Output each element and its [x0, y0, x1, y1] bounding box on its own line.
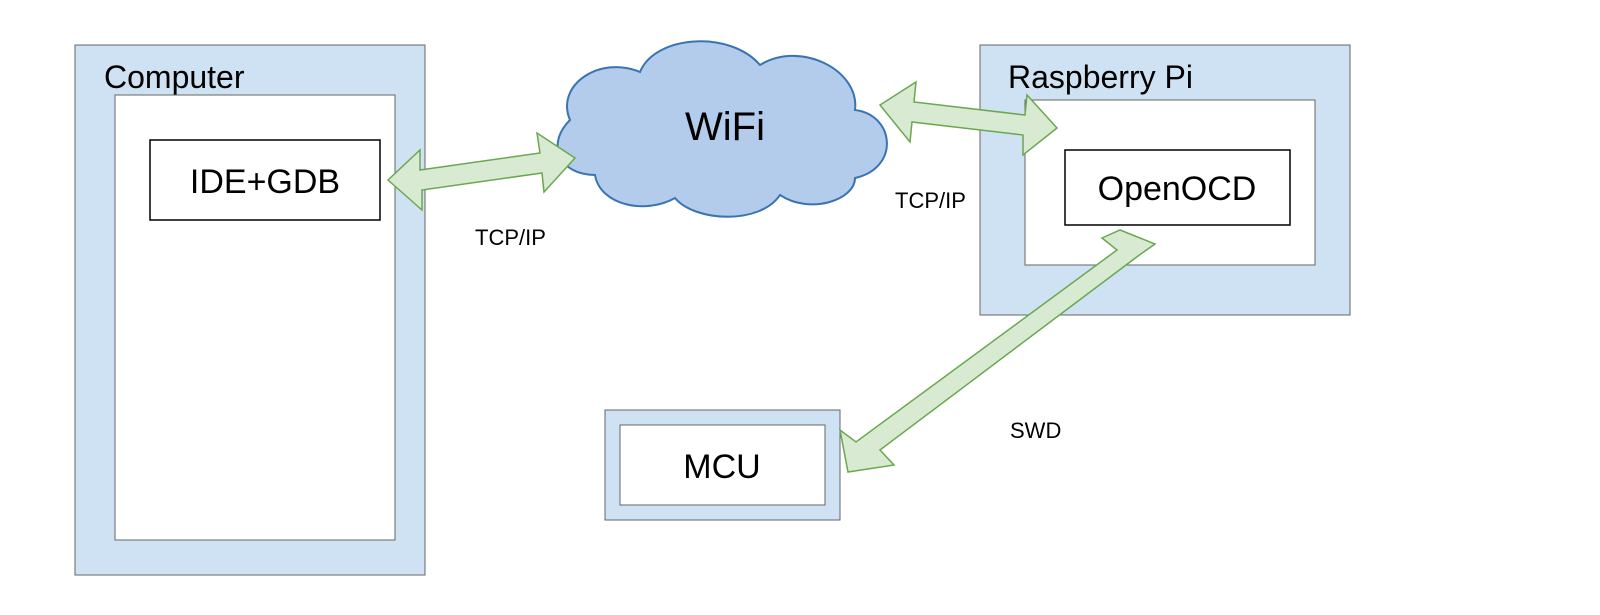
computer-container: Computer IDE+GDB — [75, 45, 425, 575]
wifi-cloud: WiFi — [558, 41, 887, 216]
raspberry-title: Raspberry Pi — [1008, 59, 1193, 95]
computer-title: Computer — [104, 59, 245, 95]
raspberry-container: Raspberry Pi OpenOCD — [980, 45, 1350, 315]
mcu-label: MCU — [683, 448, 760, 486]
ide-gdb-label: IDE+GDB — [190, 163, 340, 201]
architecture-diagram: Computer IDE+GDB WiFi Raspberry Pi OpenO… — [0, 0, 1600, 615]
edge-label-swd: SWD — [1010, 418, 1061, 443]
edge-label-tcpip-1: TCP/IP — [475, 225, 546, 250]
openocd-label: OpenOCD — [1098, 170, 1257, 208]
edge-label-tcpip-2: TCP/IP — [895, 188, 966, 213]
wifi-label: WiFi — [685, 105, 765, 149]
mcu-container: MCU — [605, 410, 840, 520]
